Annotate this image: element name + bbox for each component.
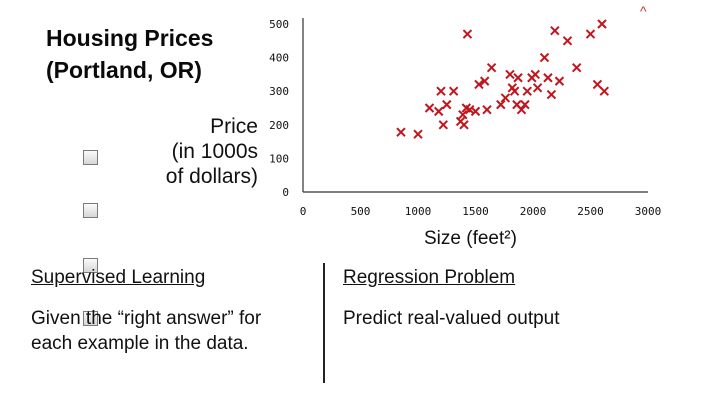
data-point xyxy=(500,93,511,103)
data-point xyxy=(470,106,481,117)
data-point xyxy=(571,62,582,73)
left-body-line1: Given the “right answer” for xyxy=(31,308,262,329)
data-point xyxy=(436,86,446,96)
data-point xyxy=(496,99,506,110)
data-point xyxy=(458,110,468,120)
data-point xyxy=(550,26,560,36)
data-point xyxy=(513,73,523,83)
data-point xyxy=(442,99,452,110)
data-point xyxy=(433,106,444,117)
x-tick-label: 3000 xyxy=(635,205,662,218)
data-point xyxy=(509,86,520,96)
y-axis-label: Price (in 1000s of dollars) xyxy=(166,114,258,189)
x-tick-label: 2500 xyxy=(577,205,604,218)
checkbox-3[interactable] xyxy=(83,258,98,273)
right-body: Predict real-valued output xyxy=(343,308,560,329)
column-divider xyxy=(323,263,325,383)
data-point xyxy=(543,73,553,83)
y-axis-label-line3: of dollars) xyxy=(165,165,258,188)
y-tick-label: 400 xyxy=(269,52,289,65)
x-tick-label: 500 xyxy=(351,205,371,218)
y-axis-label-line1: Price xyxy=(210,115,258,138)
data-point xyxy=(546,89,557,100)
data-point xyxy=(530,69,541,80)
data-point xyxy=(479,76,490,86)
data-point xyxy=(396,127,406,137)
y-tick-label: 100 xyxy=(269,152,289,165)
y-tick-label: 300 xyxy=(269,85,289,98)
checkbox-1[interactable] xyxy=(83,150,98,165)
left-heading: Supervised Learning xyxy=(31,267,206,288)
data-point xyxy=(462,29,473,39)
slide-title-line1: Housing Prices xyxy=(46,25,214,51)
data-point xyxy=(413,129,423,139)
y-axis-label-line2: (in 1000s xyxy=(171,140,258,163)
data-point xyxy=(505,69,515,80)
checkbox-2[interactable] xyxy=(83,203,98,218)
data-point xyxy=(486,62,497,73)
x-tick-label: 0 xyxy=(300,205,307,218)
data-point xyxy=(554,76,565,86)
data-point xyxy=(482,104,492,115)
data-point xyxy=(520,99,530,110)
data-point xyxy=(597,19,607,29)
data-point xyxy=(424,103,435,113)
x-axis-label: Size (feet²) xyxy=(424,228,517,249)
left-body: Given the “right answer” for each exampl… xyxy=(31,306,261,356)
data-point xyxy=(459,120,469,130)
y-tick-label: 0 xyxy=(282,186,289,199)
x-tick-label: 1000 xyxy=(405,205,432,218)
y-tick-label: 200 xyxy=(269,119,289,132)
slide-title: Housing Prices (Portland, OR) xyxy=(46,22,213,86)
data-point xyxy=(562,36,573,46)
data-point xyxy=(539,52,550,63)
data-point xyxy=(448,86,459,96)
data-point xyxy=(438,120,449,130)
data-point xyxy=(532,83,543,93)
data-point xyxy=(522,86,532,96)
data-point xyxy=(599,86,610,96)
slide-title-line2: (Portland, OR) xyxy=(46,57,202,83)
x-tick-label: 2000 xyxy=(520,205,547,218)
data-point xyxy=(585,29,596,39)
y-tick-label: 500 xyxy=(269,18,289,31)
data-point xyxy=(516,104,527,115)
checkbox-4[interactable] xyxy=(83,311,98,326)
collapse-icon[interactable]: ^ xyxy=(640,3,647,19)
right-heading: Regression Problem xyxy=(343,267,516,288)
data-point xyxy=(592,79,603,90)
x-tick-label: 1500 xyxy=(462,205,489,218)
data-point xyxy=(474,79,484,90)
left-body-line2: each example in the data. xyxy=(31,333,249,354)
